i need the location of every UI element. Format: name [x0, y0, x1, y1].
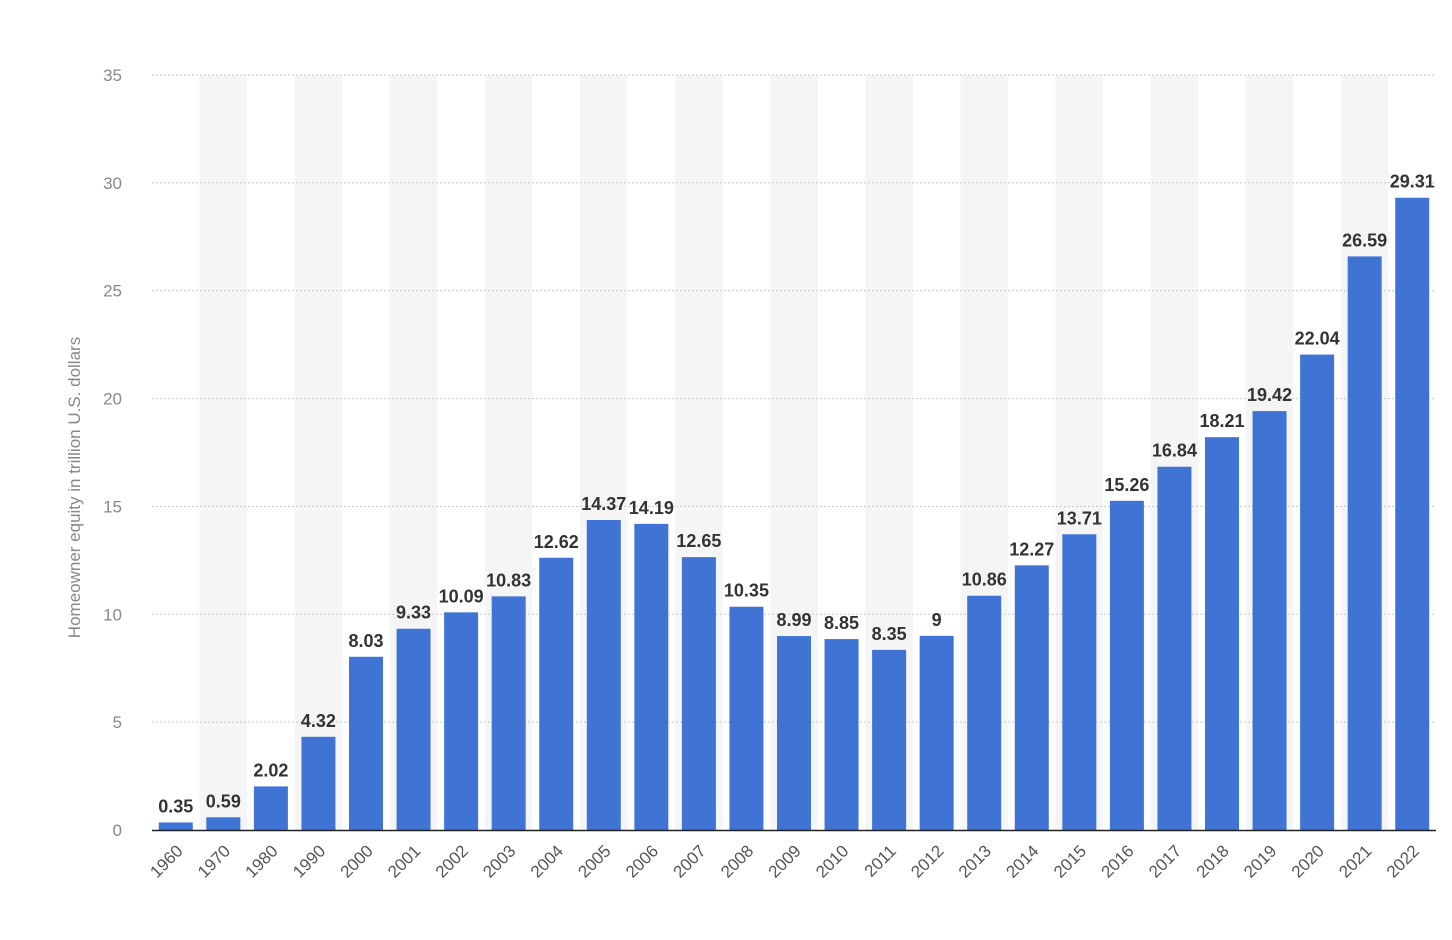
x-tick-label: 2022: [1383, 841, 1423, 881]
x-tick-label: 2009: [765, 841, 805, 881]
y-axis-title: Homeowner equity in trillion U.S. dollar…: [65, 337, 84, 638]
data-label: 22.04: [1295, 329, 1340, 349]
data-label: 8.85: [824, 613, 859, 633]
bar: [444, 612, 479, 830]
data-labels: 0.35 0.592.024.328.039.3310.0910.8312.621…: [158, 172, 1434, 817]
bar: [1252, 411, 1287, 830]
data-label: 0.59: [206, 791, 241, 811]
x-tick-label: 2005: [574, 841, 614, 881]
x-tick-label: 2021: [1335, 841, 1375, 881]
bar: [1157, 466, 1192, 830]
x-tick-label: 2012: [907, 841, 947, 881]
x-tick-label: 2013: [955, 841, 995, 881]
bar: [1205, 437, 1239, 830]
y-tick-label: 15: [103, 497, 122, 516]
data-label: 29.31: [1390, 172, 1435, 192]
y-tick-label: 30: [103, 174, 122, 193]
x-tick-label: 2008: [717, 841, 757, 881]
bar: [396, 628, 431, 830]
bar: [349, 656, 383, 830]
x-tick-label: 2006: [622, 841, 662, 881]
x-tick-label: 2018: [1193, 841, 1233, 881]
data-label: 8.03: [348, 631, 383, 651]
data-label: 12.27: [1009, 539, 1054, 559]
x-axis-ticks: 1960 1970 1980 1990 2000 2001 2002 2003 2004 2005…: [146, 841, 1423, 881]
bar: [729, 606, 764, 830]
x-tick-label: 2014: [1002, 841, 1042, 881]
bar: [158, 822, 193, 830]
y-tick-label: 5: [113, 713, 122, 732]
data-label: 10.83: [486, 570, 531, 590]
x-tick-label: 2011: [861, 841, 900, 880]
data-label: 8.35: [872, 624, 907, 644]
data-label: 18.21: [1199, 411, 1244, 431]
x-tick-label: 2016: [1098, 841, 1138, 881]
data-label: 19.42: [1247, 385, 1292, 405]
data-label: 2.02: [253, 760, 288, 780]
x-tick-label: 2020: [1288, 841, 1328, 881]
y-tick-label: 20: [103, 390, 122, 409]
data-label: 12.65: [676, 531, 721, 551]
column-band: [199, 75, 248, 830]
x-tick-label: 2010: [812, 841, 852, 881]
x-tick-label: 2019: [1240, 841, 1280, 881]
x-tick-label: 2007: [670, 841, 710, 881]
bars: [158, 197, 1430, 830]
x-tick-label: 1970: [194, 841, 234, 881]
x-tick-label: 1990: [289, 841, 329, 881]
data-label: 9.33: [396, 603, 431, 623]
data-label: 10.09: [439, 586, 484, 606]
bar: [824, 639, 859, 830]
x-tick-label: 2002: [432, 841, 472, 881]
bar: [967, 595, 1002, 830]
data-label: 10.35: [724, 581, 769, 601]
data-label: 0.35: [158, 796, 193, 816]
bar: [1395, 197, 1430, 830]
bar: [253, 786, 288, 830]
bar: [539, 557, 574, 830]
bar: [206, 817, 241, 830]
y-tick-label: 35: [103, 66, 122, 85]
column-band: [294, 75, 343, 830]
data-label: 15.26: [1104, 475, 1149, 495]
bar: [586, 520, 621, 830]
y-tick-label: 0: [113, 821, 122, 840]
data-label: 4.32: [301, 711, 336, 731]
y-tick-label: 10: [103, 605, 122, 624]
bar: [1014, 565, 1049, 830]
data-label: 13.71: [1057, 508, 1102, 528]
bar: [301, 736, 336, 830]
data-label: 9: [932, 610, 942, 630]
data-label: 26.59: [1342, 230, 1387, 250]
bar: [1062, 534, 1097, 830]
data-label: 12.62: [534, 532, 579, 552]
x-tick-label: 2004: [527, 841, 567, 881]
y-axis-ticks: 0 5 10 15 20 25 30 35: [103, 66, 122, 840]
data-label: 16.84: [1152, 441, 1197, 461]
data-label: 10.86: [962, 570, 1007, 590]
bar: [491, 596, 526, 830]
x-tick-label: 2015: [1050, 841, 1090, 881]
x-tick-label: 1960: [146, 841, 186, 881]
y-tick-label: 25: [103, 282, 122, 301]
x-tick-label: 2001: [384, 841, 424, 881]
bar: [872, 649, 907, 830]
x-tick-label: 1980: [242, 841, 282, 881]
x-tick-label: 2017: [1145, 841, 1185, 881]
data-label: 14.19: [629, 498, 674, 518]
bar: [1300, 354, 1335, 830]
bar: [919, 635, 954, 830]
data-label: 14.37: [581, 494, 626, 514]
bar: [634, 523, 669, 830]
data-label: 8.99: [776, 610, 811, 630]
x-tick-label: 2000: [337, 841, 377, 881]
x-tick-label: 2003: [479, 841, 519, 881]
bar: [1347, 256, 1382, 830]
bar: [1109, 500, 1144, 830]
bar: [777, 636, 811, 830]
bar: [681, 557, 716, 830]
